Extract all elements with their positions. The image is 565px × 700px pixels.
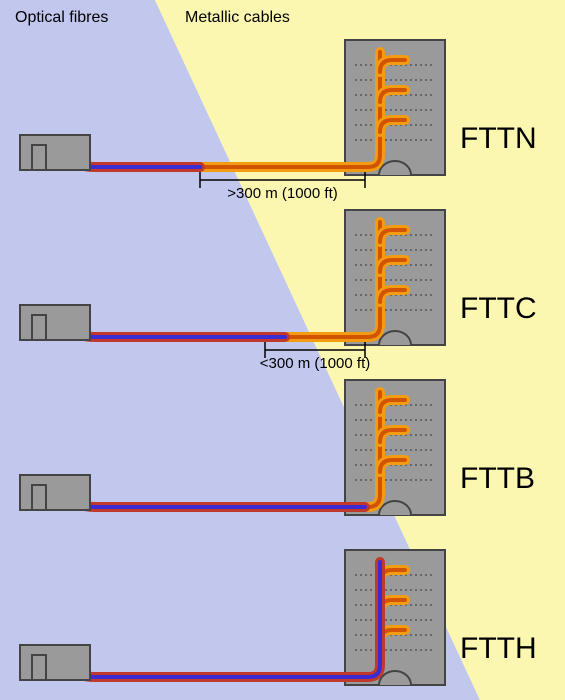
row-label-fttc: FTTC bbox=[460, 292, 537, 325]
street-cabinet bbox=[20, 305, 90, 340]
street-cabinet bbox=[20, 645, 90, 680]
cabinet-door bbox=[32, 145, 46, 170]
row-label-fttb: FTTB bbox=[460, 462, 535, 495]
fttx-diagram: Optical fibres Metallic cables >300 m (100… bbox=[0, 0, 565, 700]
street-cabinet bbox=[20, 135, 90, 170]
cabinet-door bbox=[32, 315, 46, 340]
row-label-ftth: FTTH bbox=[460, 632, 537, 665]
cabinet-door bbox=[32, 655, 46, 680]
diagram-svg: Optical fibres Metallic cables >300 m (100… bbox=[0, 0, 565, 700]
dim-label: >300 m (1000 ft) bbox=[227, 185, 337, 202]
row-label-fttn: FTTN bbox=[460, 122, 537, 155]
cabinet-door bbox=[32, 485, 46, 510]
dim-label: <300 m (1000 ft) bbox=[260, 355, 370, 372]
legend-metallic: Metallic cables bbox=[185, 9, 290, 26]
street-cabinet bbox=[20, 475, 90, 510]
legend-optical: Optical fibres bbox=[15, 9, 108, 26]
